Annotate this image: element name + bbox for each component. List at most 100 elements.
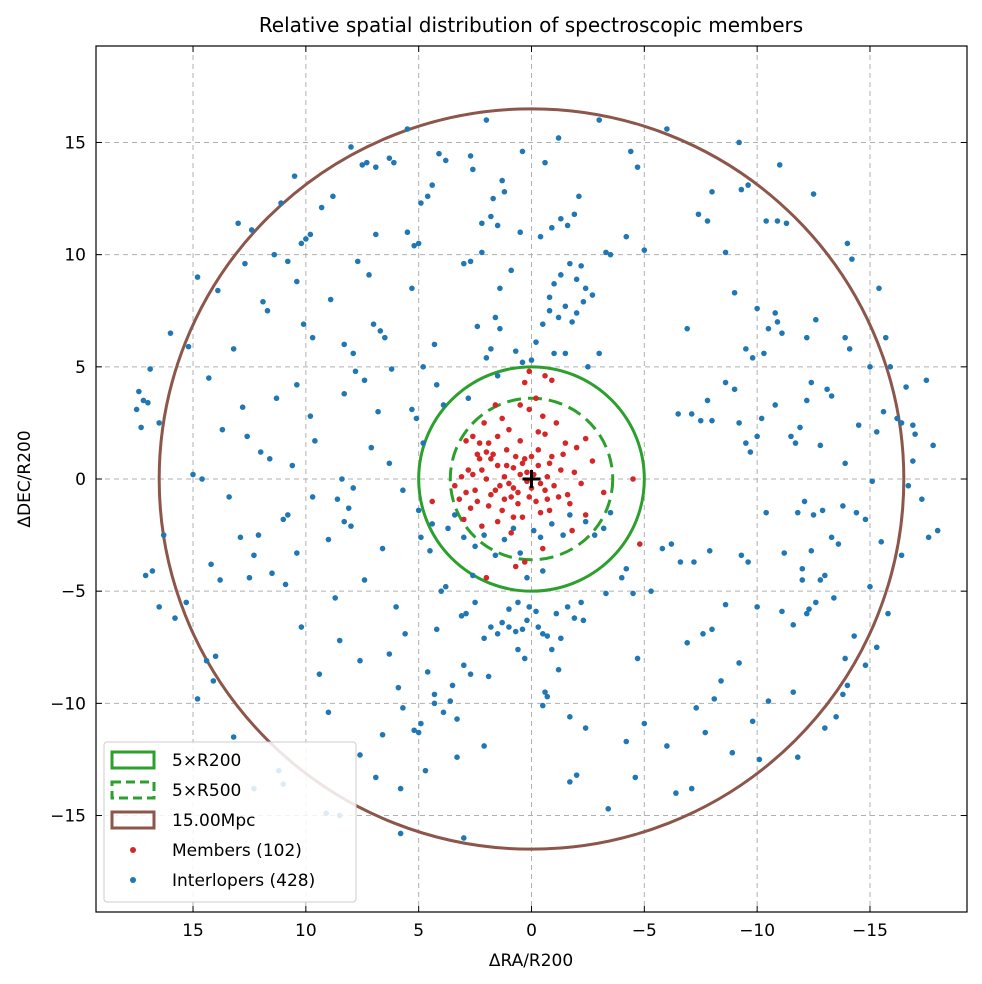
interloper-point [813, 599, 819, 606]
interloper-point [835, 541, 842, 547]
interloper-point [447, 698, 454, 704]
member-point [508, 494, 514, 500]
interloper-point [512, 628, 519, 635]
interloper-point [535, 624, 542, 630]
interloper-point [422, 767, 429, 774]
interloper-point [133, 406, 140, 413]
interloper-point [219, 426, 226, 433]
interloper-point [571, 615, 578, 621]
x-tick-label: 15 [182, 921, 204, 941]
x-axis-label: ΔRA/R200 [489, 951, 573, 971]
interloper-point [582, 285, 589, 292]
interloper-point [156, 604, 162, 610]
interloper-point [373, 164, 379, 170]
interloper-point [706, 547, 713, 554]
interloper-point [203, 657, 210, 664]
interloper-point [607, 509, 614, 516]
interloper-point [551, 281, 557, 287]
interloper-point [411, 242, 417, 249]
interloper-point [840, 691, 846, 698]
interloper-point [898, 420, 905, 426]
interloper-point [722, 601, 729, 608]
interloper-point [709, 417, 715, 424]
interloper-point [591, 532, 598, 538]
interloper-point [573, 310, 580, 316]
interloper-point [519, 148, 526, 155]
interloper-point [499, 619, 505, 626]
member-point [501, 473, 508, 480]
member-point [481, 420, 487, 426]
interloper-point [754, 305, 760, 312]
interloper-point [580, 617, 587, 624]
interloper-point [923, 377, 930, 384]
interloper-point [855, 422, 862, 428]
interloper-point [919, 496, 925, 502]
interloper-point [817, 442, 824, 449]
member-point [546, 460, 553, 467]
interloper-point [341, 390, 348, 397]
interloper-point [285, 512, 291, 518]
member-point [560, 451, 566, 458]
interloper-point [799, 577, 806, 583]
interloper-point [743, 440, 749, 446]
y-axis-label: ΔDEC/R200 [15, 430, 35, 527]
interloper-point [510, 525, 517, 532]
legend-box [103, 741, 357, 903]
interloper-point [348, 523, 354, 529]
interloper-point [359, 162, 366, 168]
interloper-point [167, 330, 174, 336]
interloper-point [463, 610, 469, 617]
interloper-point [567, 714, 573, 720]
interloper-point [569, 319, 575, 325]
interloper-point [539, 702, 546, 709]
circle-5-r200 [417, 365, 646, 593]
interloper-point [596, 117, 602, 123]
interloper-point [754, 604, 760, 610]
interloper-point [833, 714, 839, 720]
interloper-point [395, 684, 402, 691]
interloper-point [709, 626, 715, 633]
interloper-point [271, 251, 278, 258]
interloper-point [571, 211, 578, 218]
interloper-point [549, 521, 555, 527]
member-point [510, 485, 517, 491]
interloper-point [368, 444, 375, 451]
interloper-point [596, 350, 602, 357]
interloper-point [627, 148, 634, 155]
interloper-point [582, 725, 589, 731]
interloper-point [438, 588, 445, 594]
member-point [528, 453, 535, 460]
interloper-point [880, 408, 887, 415]
interloper-point [246, 574, 253, 581]
interloper-point [298, 240, 305, 247]
member-point [472, 487, 478, 494]
interloper-point [420, 440, 426, 446]
interloper-point [515, 646, 521, 653]
member-point [539, 413, 546, 419]
member-point [515, 489, 521, 496]
interloper-point [424, 669, 431, 675]
interloper-point [675, 411, 681, 417]
x-tick-label: 0 [526, 921, 537, 941]
interloper-point [549, 224, 555, 231]
interloper-point [738, 186, 745, 193]
interloper-point [206, 375, 212, 381]
interloper-point [603, 249, 609, 256]
interloper-point [562, 350, 569, 357]
interloper-point [391, 159, 397, 166]
interloper-point [517, 550, 524, 556]
interloper-point [603, 590, 609, 597]
interloper-point [260, 298, 266, 305]
interloper-point [533, 339, 539, 345]
interloper-point [354, 258, 361, 265]
member-point [600, 489, 607, 496]
member-point [521, 559, 528, 565]
member-point [551, 482, 557, 489]
interloper-point [560, 532, 566, 538]
interloper-point [244, 433, 250, 440]
interloper-point [623, 565, 630, 572]
interloper-point [341, 518, 348, 525]
interloper-point [264, 307, 271, 314]
interloper-point [461, 260, 467, 267]
member-point [503, 462, 510, 469]
